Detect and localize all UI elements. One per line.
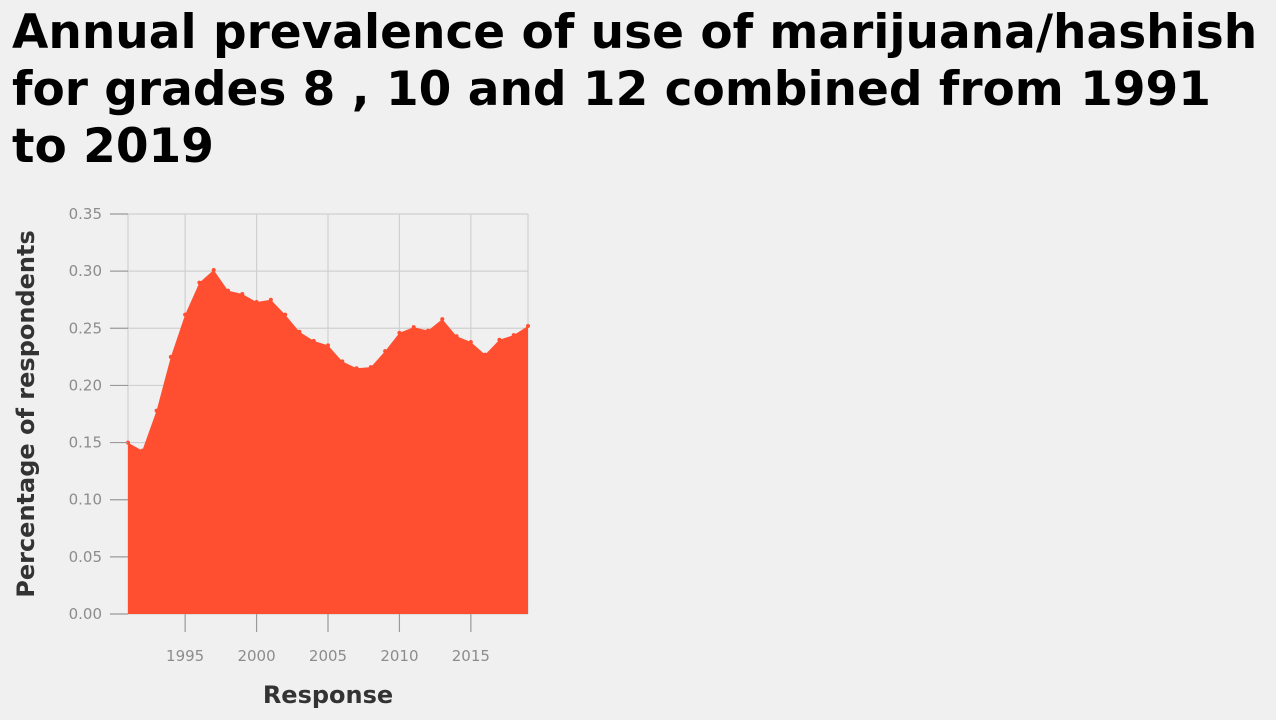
x-tick-label-3: 2010 [380,647,418,665]
x-tick-label-1: 2000 [237,647,275,665]
area-fill [128,270,528,614]
data-point-2008 [368,365,373,370]
y-axis-label: Percentage of respondents [12,230,40,598]
y-tick-label-5: 0.25 [69,319,102,337]
data-point-2018 [511,333,516,338]
axes: 0.00 0.05 0.10 0.15 0.20 0.25 0.30 0.35 1995 2000… [69,205,490,665]
data-point-1994 [168,354,173,359]
data-point-2011 [411,325,416,330]
data-point-2007 [354,366,359,371]
data-point-2014 [454,334,459,339]
area-series [126,268,530,614]
data-point-1997 [211,268,216,272]
y-tick-label-2: 0.10 [69,491,102,509]
data-point-1995 [183,312,188,317]
data-point-2016 [483,352,488,357]
data-point-2000 [254,300,259,304]
data-point-2002 [283,312,288,317]
x-tick-label-2: 2005 [309,647,347,665]
x-tick-label-0: 1995 [166,647,204,665]
y-tick-label-0: 0.00 [69,605,102,623]
data-point-2012 [426,328,430,333]
data-point-1992 [140,448,145,453]
data-point-2019 [526,324,530,328]
data-point-2017 [497,337,502,342]
data-point-2010 [397,330,402,335]
data-point-2005 [326,343,330,348]
data-point-1998 [226,288,230,293]
y-tick-label-4: 0.20 [69,376,102,394]
y-tick-label-6: 0.30 [69,262,102,280]
data-point-1999 [240,292,245,296]
data-point-2013 [440,317,445,322]
y-tick-label-3: 0.15 [69,434,102,452]
y-tick-label-1: 0.05 [69,548,102,566]
x-axis-label: Response [263,681,393,709]
data-point-2009 [383,349,388,354]
data-point-1993 [154,408,159,413]
data-point-2015 [468,340,473,344]
data-point-2006 [340,359,345,364]
data-point-2001 [268,297,273,302]
data-point-1996 [197,280,202,285]
data-point-2004 [311,338,316,343]
data-point-2003 [297,329,302,334]
chart-title: Annual prevalence of use of marijuana/ha… [12,5,1258,174]
y-tick-label-7: 0.35 [69,205,102,223]
x-tick-label-4: 2015 [452,647,490,665]
